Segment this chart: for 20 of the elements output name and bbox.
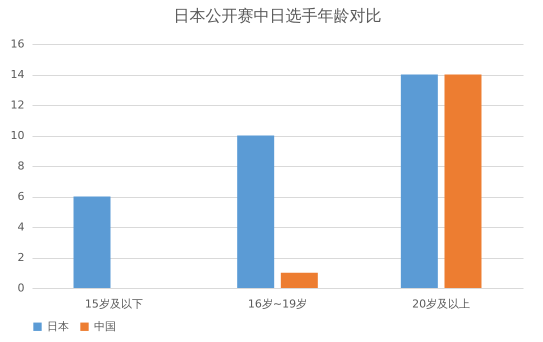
chart-title: 日本公开赛中日选手年龄对比 [174,6,382,25]
y-tick-label: 12 [10,98,24,112]
legend-label: 日本 [47,320,69,333]
y-tick-label: 10 [10,129,24,142]
x-tick-label: 20岁及以上 [412,298,470,310]
y-tick-label: 14 [10,68,24,81]
x-tick-label: 16岁~19岁 [248,298,308,310]
y-tick-label: 8 [18,160,24,172]
y-tick-label: 4 [18,220,24,234]
legend-label: 中国 [94,320,116,333]
x-tick-label: 15岁及以下 [84,298,143,310]
bar [400,74,438,288]
bar [74,196,111,288]
y-tick-label: 16 [10,38,24,50]
y-tick-label: 6 [18,190,24,203]
y-tick-label: 0 [18,282,24,294]
y-tick-label: 2 [18,251,24,264]
bar [237,136,274,288]
bar [444,74,482,288]
bar [280,272,318,288]
